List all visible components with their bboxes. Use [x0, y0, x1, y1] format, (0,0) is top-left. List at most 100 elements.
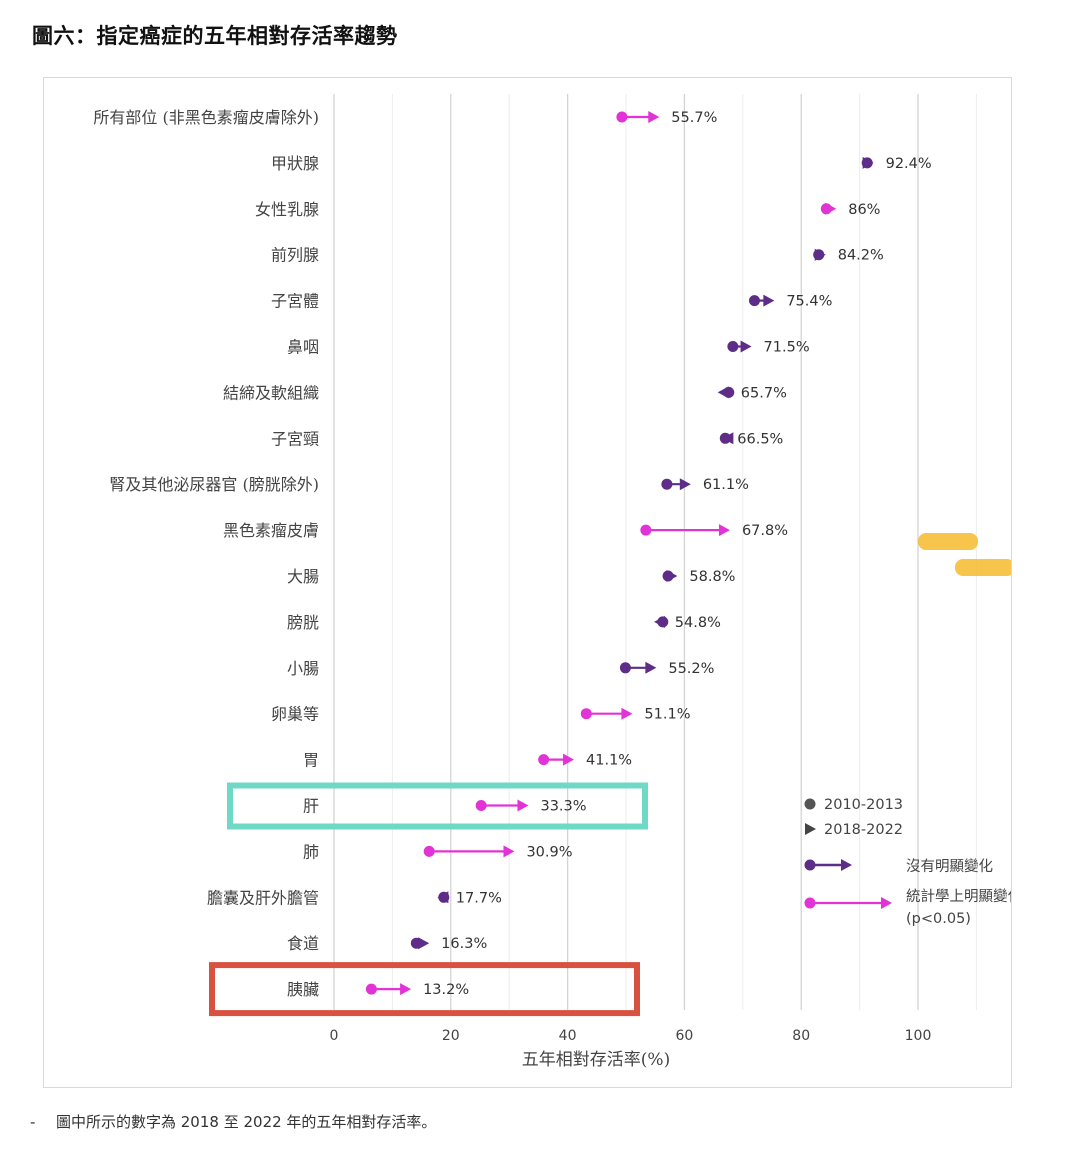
- data-marks: [365, 111, 874, 996]
- legend-significant: 統計學上明顯變化: [906, 887, 1011, 905]
- value-label: 58.8%: [689, 569, 735, 585]
- legend-period-a: 2010-2013: [824, 797, 903, 813]
- category-label: 肝: [303, 797, 319, 816]
- category-label: 子宮頸: [271, 429, 319, 448]
- value-label: 17.7%: [456, 890, 502, 906]
- end-arrow: [717, 386, 729, 399]
- end-arrow: [718, 524, 730, 537]
- legend-triangle-icon: [805, 823, 816, 835]
- dumbbell-row: [580, 707, 633, 720]
- end-arrow: [679, 478, 691, 491]
- value-label: 92.4%: [886, 156, 932, 172]
- dumbbell-chart: 所有部位 (非黑色素瘤皮膚除外) 55.7% 甲狀腺 92.4% 女性乳腺 86% 前列腺 8…: [93, 94, 1011, 1070]
- highlight-boxes: [209, 782, 648, 1017]
- footnote-bullet: -: [30, 1113, 36, 1131]
- legend-period-b: 2018-2022: [824, 822, 903, 838]
- highlight-box-liver: [227, 782, 648, 830]
- start-point: [538, 754, 550, 766]
- start-point: [748, 295, 760, 307]
- start-point: [365, 983, 377, 995]
- category-label: 肺: [303, 842, 319, 861]
- end-arrow: [621, 707, 633, 720]
- dumbbell-row: [640, 524, 730, 537]
- footnote-text: 圖中所示的數字為 2018 至 2022 年的五年相對存活率。: [56, 1113, 437, 1131]
- value-label: 54.8%: [675, 615, 721, 631]
- category-label: 腎及其他泌尿器官 (膀胱除外): [109, 475, 319, 494]
- end-arrow: [648, 111, 660, 123]
- value-label: 33.3%: [540, 799, 586, 815]
- value-label: 71.5%: [764, 340, 810, 356]
- category-label: 甲狀腺: [271, 154, 319, 173]
- dumbbell-row: [365, 983, 412, 996]
- start-point: [661, 478, 673, 490]
- category-label: 膀胱: [287, 613, 319, 632]
- value-label: 75.4%: [786, 294, 832, 310]
- end-arrow: [418, 937, 430, 950]
- category-label: 膽囊及肝外膽管: [207, 888, 319, 907]
- value-label: 30.9%: [526, 844, 572, 860]
- legend-significant-note: (p<0.05): [906, 911, 971, 927]
- dumbbell-row: [437, 891, 450, 904]
- x-tick-label: 80: [792, 1028, 810, 1044]
- category-label: 卵巢等: [271, 705, 319, 724]
- end-arrow: [825, 202, 837, 215]
- dumbbell-row: [662, 570, 678, 582]
- end-arrow: [517, 799, 529, 812]
- end-arrow: [740, 340, 752, 353]
- end-arrow: [503, 845, 515, 858]
- legend-not-significant: 沒有明顯變化: [906, 858, 993, 875]
- end-arrow: [645, 661, 657, 674]
- highlight-box-pancreas: [209, 962, 640, 1017]
- category-label: 前列腺: [271, 246, 319, 265]
- start-point: [640, 524, 652, 536]
- category-label: 結締及軟組織: [223, 383, 319, 402]
- page-title: 圖六：指定癌症的五年相對存活率趨勢: [32, 24, 398, 48]
- chart-frame: 所有部位 (非黑色素瘤皮膚除外) 55.7% 甲狀腺 92.4% 女性乳腺 86% 前列腺 8…: [43, 77, 1012, 1088]
- category-label: 子宮體: [271, 292, 319, 311]
- end-arrow: [862, 156, 874, 169]
- category-label: 大腸: [287, 567, 319, 586]
- x-tick-label: 100: [905, 1028, 932, 1044]
- category-label: 食道: [287, 934, 319, 953]
- dumbbell-row: [410, 937, 430, 950]
- end-arrow: [763, 294, 775, 307]
- legend-sig-point: [804, 897, 816, 909]
- x-tick-label: 40: [559, 1028, 577, 1044]
- highlighter-mark: [955, 559, 1011, 576]
- value-label: 41.1%: [586, 753, 632, 769]
- end-arrow: [654, 615, 666, 628]
- category-label: 所有部位 (非黑色素瘤皮膚除外): [93, 108, 319, 127]
- category-label: 胰臟: [287, 980, 319, 999]
- value-label: 61.1%: [703, 477, 749, 493]
- dumbbell-row: [619, 661, 657, 674]
- x-axis-title: 五年相對存活率(%): [522, 1050, 670, 1070]
- start-point: [727, 341, 739, 352]
- category-label: 鼻咽: [287, 338, 319, 357]
- value-label: 84.2%: [838, 248, 884, 264]
- end-arrow: [666, 570, 678, 582]
- dumbbell-row: [719, 432, 734, 445]
- start-point: [619, 662, 631, 674]
- category-labels: 所有部位 (非黑色素瘤皮膚除外) 55.7% 甲狀腺 92.4% 女性乳腺 86% 前列腺 8…: [93, 108, 931, 999]
- start-point: [616, 111, 628, 123]
- dumbbell-row: [654, 615, 669, 628]
- dumbbell-row: [717, 386, 735, 399]
- end-arrow: [563, 753, 575, 766]
- start-point: [475, 800, 487, 811]
- value-label: 51.1%: [644, 707, 690, 723]
- category-label: 女性乳腺: [255, 200, 319, 219]
- end-arrow: [814, 248, 826, 261]
- value-label: 55.7%: [671, 110, 717, 126]
- value-label: 67.8%: [742, 523, 788, 539]
- dumbbell-row: [616, 111, 660, 123]
- legend-ns-arrow: [841, 859, 852, 871]
- value-label: 16.3%: [441, 936, 487, 952]
- end-arrow: [437, 891, 449, 904]
- dumbbell-row: [423, 845, 515, 858]
- value-label: 66.5%: [737, 431, 783, 447]
- category-label: 胃: [303, 751, 319, 770]
- category-label: 小腸: [287, 659, 319, 678]
- value-label: 13.2%: [423, 982, 469, 998]
- value-label: 86%: [848, 202, 880, 218]
